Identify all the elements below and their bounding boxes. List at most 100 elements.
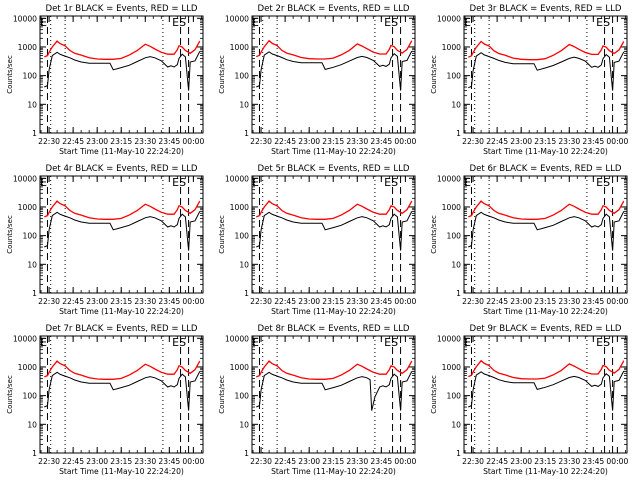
x-tick-label: 23:00	[298, 137, 320, 146]
y-axis-label: Counts/sec	[6, 215, 14, 254]
y-tick-label: 10000	[437, 14, 461, 23]
chart-title: Det 8r BLACK = Events, RED = LLD	[257, 324, 409, 334]
x-tick-label: 22:30	[250, 137, 272, 146]
y-tick-label: 1	[32, 449, 37, 458]
marker-e-late: E	[384, 336, 391, 349]
x-tick-label: 23:15	[110, 297, 132, 306]
y-tick-label: 100	[447, 72, 462, 81]
y-axis-label: Counts/sec	[6, 55, 14, 94]
x-tick-label: 22:30	[462, 297, 484, 306]
y-axis-label: Counts/sec	[218, 55, 226, 94]
y-tick-label: 1000	[442, 363, 461, 372]
y-axis-label: Counts/sec	[430, 375, 438, 414]
y-axis-label: Counts/sec	[218, 215, 226, 254]
plot-frame	[39, 15, 204, 134]
y-tick-label: 10	[239, 420, 249, 429]
chart-panel-det-8r: Det 8r BLACK = Events, RED = LLD Counts/s…	[218, 324, 416, 476]
y-tick-label: 10000	[13, 14, 37, 23]
x-tick-label: 00:00	[606, 457, 628, 466]
marker-s: S	[179, 336, 186, 349]
plot-frame	[463, 175, 628, 294]
x-tick-label: 23:45	[158, 137, 180, 146]
marker-e-late: E	[596, 16, 603, 29]
x-tick-label: 00:00	[394, 137, 416, 146]
chart-panel-det-2r: Det 2r BLACK = Events, RED = LLD Counts/s…	[218, 4, 416, 156]
x-tick-label: 23:00	[298, 297, 320, 306]
chart-title: Det 9r BLACK = Events, RED = LLD	[469, 324, 621, 334]
marker-s: S	[603, 336, 610, 349]
x-tick-label: 22:45	[274, 137, 296, 146]
plot-frame	[251, 335, 416, 454]
y-tick-label: 100	[235, 232, 250, 241]
plot-frame	[463, 335, 628, 454]
chart-panel-det-6r: Det 6r BLACK = Events, RED = LLD Counts/s…	[430, 164, 628, 316]
series-line-lld	[44, 360, 201, 380]
y-tick-label: 100	[235, 392, 250, 401]
y-tick-label: 100	[447, 232, 462, 241]
x-tick-label: 23:45	[370, 137, 392, 146]
chart-title: Det 1r BLACK = Events, RED = LLD	[45, 4, 197, 14]
marker-s: S	[603, 16, 610, 29]
x-tick-label: 00:00	[394, 297, 416, 306]
y-tick-label: 100	[447, 392, 462, 401]
x-tick-label: 23:30	[134, 457, 156, 466]
marker-e-late: E	[384, 176, 391, 189]
y-tick-label: 1000	[230, 203, 249, 212]
y-tick-label: 1	[32, 129, 37, 138]
y-tick-label: 1	[456, 129, 461, 138]
series-group	[468, 40, 625, 91]
x-tick-label: 23:00	[510, 297, 532, 306]
chart-title: Det 2r BLACK = Events, RED = LLD	[257, 4, 409, 14]
x-tick-label: 23:00	[86, 297, 108, 306]
y-tick-label: 10	[451, 420, 461, 429]
y-tick-label: 1	[456, 289, 461, 298]
x-tick-label: 22:30	[250, 457, 272, 466]
x-tick-label: 22:45	[62, 137, 84, 146]
y-tick-label: 1000	[442, 43, 461, 52]
y-tick-label: 1	[244, 289, 249, 298]
y-tick-label: 10	[27, 260, 37, 269]
x-tick-label: 22:45	[274, 457, 296, 466]
x-tick-label: 23:30	[346, 137, 368, 146]
x-tick-label: 23:30	[558, 297, 580, 306]
chart-title: Det 5r BLACK = Events, RED = LLD	[257, 164, 409, 174]
x-tick-label: 23:45	[370, 457, 392, 466]
series-group	[256, 200, 413, 251]
x-axis-label: Start Time (11-May-10 22:24:20)	[271, 147, 396, 156]
y-axis-label: Counts/sec	[430, 55, 438, 94]
y-tick-label: 1000	[18, 43, 37, 52]
x-tick-label: 23:45	[582, 137, 604, 146]
y-tick-label: 1000	[230, 43, 249, 52]
marker-s: S	[603, 176, 610, 189]
x-tick-label: 23:45	[582, 457, 604, 466]
x-tick-label: 00:00	[182, 457, 204, 466]
series-group	[468, 200, 625, 251]
x-tick-label: 23:15	[322, 457, 344, 466]
x-tick-label: 22:30	[462, 457, 484, 466]
x-tick-label: 22:45	[486, 297, 508, 306]
x-tick-label: 22:30	[38, 457, 60, 466]
marker-e-late: E	[172, 336, 179, 349]
x-tick-label: 23:00	[510, 137, 532, 146]
y-axis-label: Counts/sec	[218, 375, 226, 414]
marker-e-late: E	[596, 176, 603, 189]
x-axis-label: Start Time (11-May-10 22:24:20)	[271, 307, 396, 316]
x-tick-label: 23:45	[158, 297, 180, 306]
x-tick-label: 00:00	[182, 297, 204, 306]
chart-panel-det-1r: Det 1r BLACK = Events, RED = LLD Counts/s…	[6, 4, 204, 156]
marker-e: E	[464, 16, 471, 29]
chart-title: Det 3r BLACK = Events, RED = LLD	[469, 4, 621, 14]
series-line-lld	[44, 40, 201, 60]
series-group	[468, 359, 625, 411]
marker-e: E	[252, 16, 259, 29]
y-tick-label: 1000	[442, 203, 461, 212]
series-group	[44, 40, 201, 91]
x-tick-label: 23:15	[322, 137, 344, 146]
x-tick-label: 00:00	[606, 297, 628, 306]
x-tick-label: 23:30	[134, 297, 156, 306]
y-tick-label: 100	[23, 232, 38, 241]
y-tick-label: 1	[244, 129, 249, 138]
x-tick-label: 23:15	[110, 137, 132, 146]
